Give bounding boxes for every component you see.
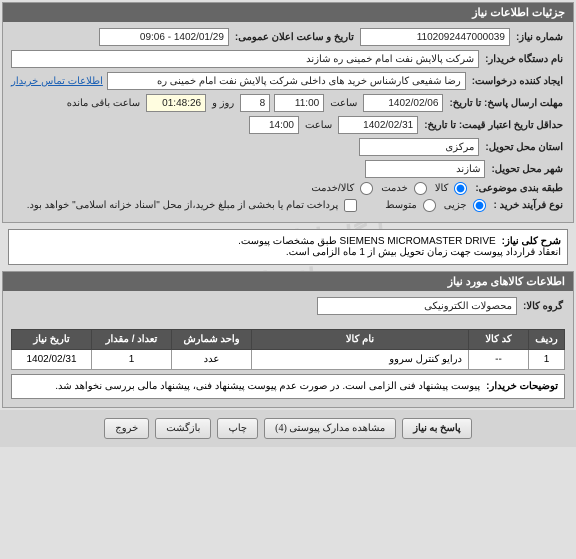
cell-row: 1 bbox=[529, 350, 565, 370]
print-button[interactable]: چاپ bbox=[217, 418, 258, 439]
desc-line1: SIEMENS MICROMASTER DRIVE طبق مشخصات پیو… bbox=[15, 236, 561, 247]
contact-link[interactable]: اطلاعات تماس خریدار bbox=[11, 76, 103, 87]
creator-value: رضا شفیعی کارشناس خرید های داخلی شرکت پا… bbox=[107, 72, 466, 90]
buyer-label: نام دستگاه خریدار: bbox=[483, 54, 565, 65]
th-row: ردیف bbox=[529, 330, 565, 350]
need-no-label: شماره نیاز: bbox=[514, 32, 565, 43]
time-label-2: ساعت bbox=[303, 120, 334, 131]
loc-value: مرکزی bbox=[359, 138, 479, 156]
th-name: نام کالا bbox=[252, 330, 469, 350]
deadline-time: 11:00 bbox=[274, 94, 324, 112]
radio-goods-label: کالا bbox=[433, 183, 451, 194]
time-label-1: ساعت bbox=[328, 98, 359, 109]
th-unit: واحد شمارش bbox=[172, 330, 252, 350]
quote-date: 1402/02/31 bbox=[338, 116, 418, 134]
quote-time: 14:00 bbox=[249, 116, 299, 134]
treasury-label: پرداخت تمام یا بخشی از مبلغ خرید،از محل … bbox=[25, 200, 341, 211]
buyer-value: شرکت پالایش نفت امام خمینی ره شازند bbox=[11, 50, 479, 68]
remain-label: ساعت باقی مانده bbox=[65, 98, 142, 109]
need-no-value: 1102092447000039 bbox=[360, 28, 510, 46]
cell-unit: عدد bbox=[172, 350, 252, 370]
creator-label: ایجاد کننده درخواست: bbox=[470, 76, 565, 87]
category-label: طبقه بندی موضوعی: bbox=[473, 183, 565, 194]
th-date: تاریخ نیاز bbox=[12, 330, 92, 350]
items-table: ردیف کد کالا نام کالا واحد شمارش تعداد /… bbox=[11, 329, 565, 370]
table-row[interactable]: 1 -- درایو کنترل سروو عدد 1 1402/02/31 bbox=[12, 350, 565, 370]
items-header: اطلاعات کالاهای مورد نیاز bbox=[3, 272, 573, 291]
time-remaining: 01:48:26 bbox=[146, 94, 206, 112]
radio-partial[interactable] bbox=[473, 199, 486, 212]
radio-both[interactable] bbox=[360, 182, 373, 195]
days-remaining: 8 bbox=[240, 94, 270, 112]
radio-service-label: خدمت bbox=[379, 183, 410, 194]
desc-label: شرح کلی نیاز: bbox=[502, 236, 561, 247]
loc-label: استان محل تحویل: bbox=[483, 142, 565, 153]
deadline-label: مهلت ارسال پاسخ: تا تاریخ: bbox=[447, 98, 565, 109]
group-label: گروه کالا: bbox=[521, 301, 565, 312]
desc-line2: انعقاد قرارداد پیوست جهت زمان تحویل بیش … bbox=[15, 247, 561, 258]
buyproc-label: نوع فرآیند خرید : bbox=[492, 200, 565, 211]
radio-medium[interactable] bbox=[423, 199, 436, 212]
cell-name: درایو کنترل سروو bbox=[252, 350, 469, 370]
back-button[interactable]: بازگشت bbox=[155, 418, 211, 439]
radio-medium-label: متوسط bbox=[383, 200, 418, 211]
radio-goods[interactable] bbox=[454, 182, 467, 195]
quote-label: حداقل تاریخ اعتبار قیمت: تا تاریخ: bbox=[422, 120, 565, 131]
radio-both-label: کالا/خدمت bbox=[309, 183, 356, 194]
radio-partial-label: جزیی bbox=[442, 200, 469, 211]
group-value: محصولات الکترونیکی bbox=[317, 297, 517, 315]
attachments-button[interactable]: مشاهده مدارک پیوستی (4) bbox=[264, 418, 396, 439]
panel-header: جزئیات اطلاعات نیاز bbox=[3, 3, 573, 22]
city-value: شازند bbox=[365, 160, 485, 178]
exit-button[interactable]: خروج bbox=[104, 418, 149, 439]
cell-date: 1402/02/31 bbox=[12, 350, 92, 370]
announce-value: 1402/01/29 - 09:06 bbox=[99, 28, 229, 46]
announce-label: تاریخ و ساعت اعلان عمومی: bbox=[233, 32, 356, 43]
checkbox-treasury[interactable] bbox=[344, 199, 357, 212]
note-label: توضیحات خریدار: bbox=[486, 381, 558, 392]
respond-button[interactable]: پاسخ به نیاز bbox=[402, 418, 472, 439]
deadline-date: 1402/02/06 bbox=[363, 94, 443, 112]
city-label: شهر محل تحویل: bbox=[489, 164, 565, 175]
th-code: کد کالا bbox=[469, 330, 529, 350]
day-label: روز و bbox=[210, 98, 236, 109]
radio-service[interactable] bbox=[414, 182, 427, 195]
cell-qty: 1 bbox=[92, 350, 172, 370]
th-qty: تعداد / مقدار bbox=[92, 330, 172, 350]
cell-code: -- bbox=[469, 350, 529, 370]
note-text: پیوست پیشنهاد فنی الزامی است. در صورت عد… bbox=[55, 381, 480, 392]
